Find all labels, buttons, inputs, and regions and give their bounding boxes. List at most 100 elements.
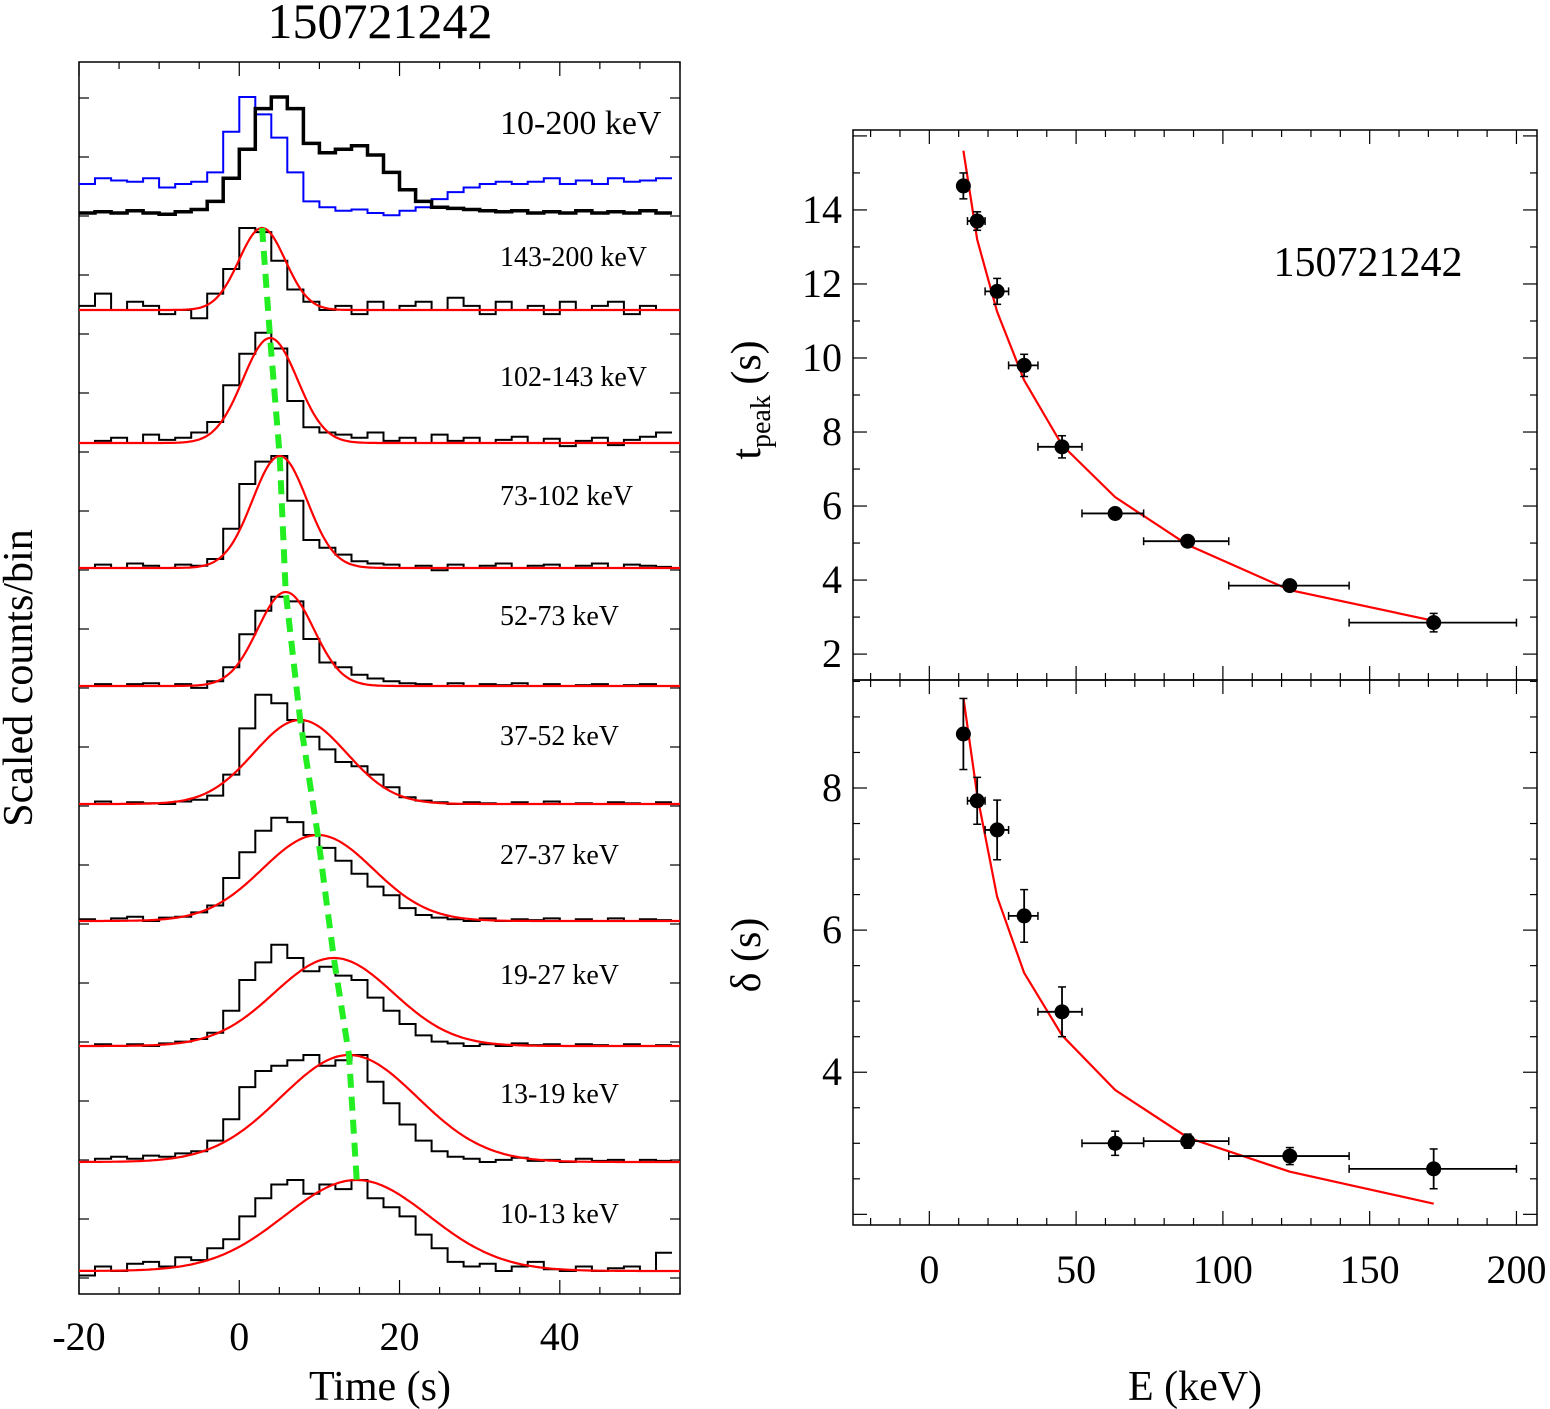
band-label: 10-13 keV: [500, 1199, 619, 1230]
data-marker: [1107, 505, 1123, 521]
energy-band: 143-200 keV: [79, 226, 680, 320]
band-fit-curve: [79, 833, 680, 923]
band-fit-curve: [79, 226, 680, 312]
data-point: [955, 697, 971, 771]
energy-band: 37-52 keV: [79, 693, 680, 806]
plot-frame: [852, 679, 1538, 1226]
y-tick-label: 6: [822, 907, 842, 952]
data-marker: [955, 726, 971, 742]
band-histogram: [79, 455, 672, 572]
data-point: [984, 799, 1010, 861]
band-fit-curve: [79, 590, 680, 688]
data-point: [1228, 1146, 1350, 1166]
energy-band: 27-37 keV: [79, 816, 680, 923]
energy-dependence-panels: 2 4 6 8 10 12 14 tpeak (s) 4 6 8 δ (s) 0 50 100 150 200: [724, 129, 1546, 1292]
energy-band: 19-27 keV: [79, 943, 680, 1048]
left-title: 150721242: [268, 0, 493, 49]
band-label: 37-52 keV: [500, 721, 619, 752]
x-tick-label: 200: [1486, 1247, 1546, 1292]
band-fit-curve: [79, 336, 680, 445]
y-tick-label: 2: [822, 631, 842, 676]
energy-band: 52-73 keV: [79, 590, 680, 689]
band-label: 19-27 keV: [500, 960, 619, 991]
data-marker: [1054, 1004, 1070, 1020]
energy-band: 13-19 keV: [79, 1053, 680, 1164]
band-label: 13-19 keV: [500, 1079, 619, 1110]
data-marker: [955, 178, 971, 194]
data-point: [1348, 612, 1518, 633]
comparison-histogram: [79, 96, 672, 217]
data-marker: [1107, 1135, 1123, 1151]
data-marker: [969, 793, 985, 809]
band-label: 52-73 keV: [500, 601, 619, 632]
data-point: [984, 277, 1010, 306]
x-tick-label: 40: [540, 1314, 580, 1359]
data-point: [1142, 533, 1230, 549]
data-marker: [1426, 1161, 1442, 1177]
band-fit-curve: [79, 718, 680, 806]
right-annotation: 150721242: [1274, 240, 1463, 286]
y-tick-label: 10: [802, 335, 842, 380]
x-tick-label: -20: [52, 1314, 105, 1359]
data-point: [1037, 986, 1083, 1038]
peak-time-panel: 2 4 6 8 10 12 14 tpeak (s): [724, 129, 1538, 681]
x-tick-label: 50: [1056, 1247, 1096, 1292]
data-marker: [1426, 615, 1442, 631]
data-marker: [1282, 1148, 1298, 1164]
data-marker: [1282, 578, 1298, 594]
data-marker: [1016, 908, 1032, 924]
data-point: [1007, 353, 1039, 378]
left-x-label: Time (s): [309, 1364, 451, 1409]
y-axis-label: δ (s): [724, 918, 770, 993]
data-marker: [1180, 533, 1196, 549]
band-label: 27-37 keV: [500, 840, 619, 871]
right-x-label: E (keV): [1128, 1364, 1262, 1409]
data-point: [1007, 888, 1039, 943]
data-marker: [989, 822, 1005, 838]
y-tick-label: 12: [802, 261, 842, 306]
data-point: [1228, 578, 1350, 594]
plot-frame: [78, 61, 681, 1295]
model-fit-line: [962, 697, 1434, 1205]
x-tick-label: 0: [919, 1247, 939, 1292]
data-marker: [969, 213, 985, 229]
data-point: [1081, 505, 1145, 521]
model-fit-line: [962, 150, 1434, 622]
data-marker: [1054, 439, 1070, 455]
y-tick-label: 14: [802, 187, 842, 232]
data-marker: [1180, 1133, 1196, 1149]
energy-band: 102-143 keV: [79, 331, 680, 448]
band-fit-curve: [79, 956, 680, 1048]
data-point: [966, 776, 986, 825]
y-tick-label: 6: [822, 483, 842, 528]
plot-frame: [852, 129, 1538, 681]
band-fit-curve: [79, 454, 680, 570]
band-fit-curve: [79, 1053, 680, 1164]
x-tick-label: 20: [380, 1314, 420, 1359]
band-label: 102-143 keV: [500, 362, 647, 393]
data-point: [966, 211, 986, 232]
y-tick-label: 4: [822, 1049, 842, 1094]
y-tick-label: 8: [822, 765, 842, 810]
band-histogram: [79, 331, 672, 448]
band-label: 73-102 keV: [500, 481, 633, 512]
energy-band: 10-13 keV: [79, 1178, 680, 1277]
y-axis-label: tpeak (s): [724, 340, 777, 459]
peak-time-trend-line: [259, 227, 360, 1181]
x-tick-label: 0: [229, 1314, 249, 1359]
band-label: 10-200 keV: [500, 105, 662, 142]
data-point: [1348, 1148, 1518, 1190]
x-tick-label: 100: [1193, 1247, 1253, 1292]
data-marker: [1016, 357, 1032, 373]
left-y-label: Scaled counts/bin: [0, 529, 42, 826]
y-tick-label: 8: [822, 409, 842, 454]
data-point: [955, 172, 971, 200]
data-marker: [989, 283, 1005, 299]
total-histogram: [79, 95, 672, 216]
data-point: [1081, 1130, 1145, 1157]
data-point: [1142, 1133, 1230, 1150]
band-fit-curve: [79, 1178, 680, 1273]
x-tick-label: 150: [1340, 1247, 1400, 1292]
band-label: 143-200 keV: [500, 242, 647, 273]
